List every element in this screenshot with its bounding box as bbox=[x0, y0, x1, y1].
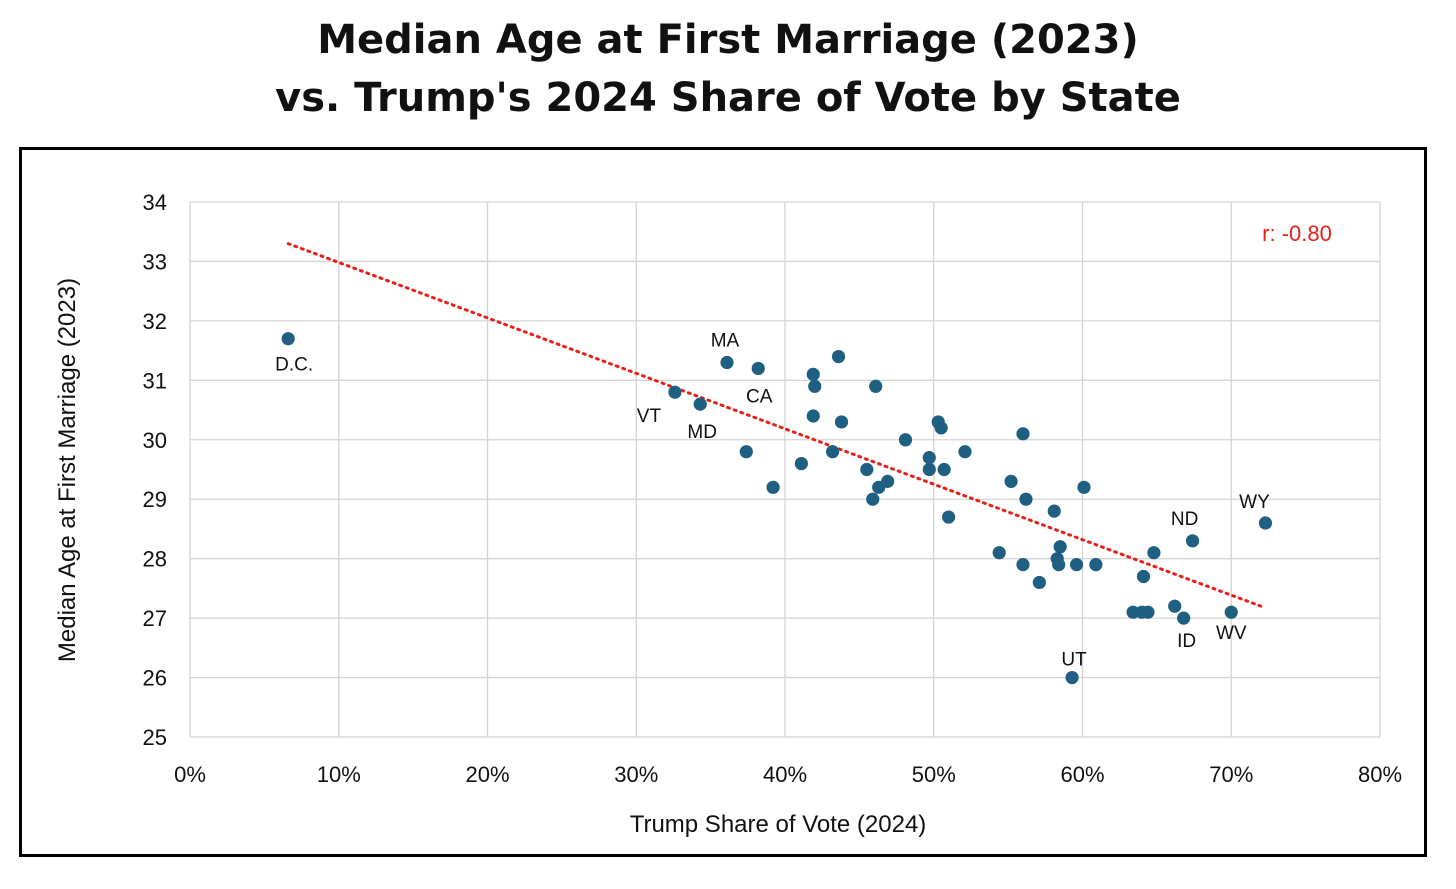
chart-title-line-1: Median Age at First Marriage (2023) bbox=[317, 17, 1139, 63]
data-point bbox=[922, 462, 936, 477]
data-point bbox=[1016, 427, 1030, 441]
data-point bbox=[668, 385, 682, 399]
point-label: ID bbox=[1177, 631, 1196, 652]
data-point bbox=[1053, 540, 1067, 554]
y-tick-label: 29 bbox=[143, 487, 167, 512]
data-point bbox=[1032, 575, 1046, 590]
correlation-label: r: -0.80 bbox=[1262, 221, 1332, 246]
x-tick-label: 30% bbox=[614, 762, 658, 787]
data-point bbox=[826, 445, 840, 459]
point-label: MA bbox=[711, 331, 740, 352]
data-point bbox=[1147, 546, 1161, 560]
data-point bbox=[1069, 558, 1084, 572]
data-point bbox=[992, 546, 1006, 560]
data-point bbox=[794, 456, 808, 471]
data-point bbox=[1089, 558, 1103, 572]
data-point bbox=[808, 379, 822, 393]
data-point bbox=[806, 367, 820, 381]
data-point bbox=[881, 474, 895, 488]
data-point bbox=[834, 415, 849, 429]
data-point bbox=[720, 355, 734, 370]
y-tick-label: 27 bbox=[143, 606, 167, 631]
y-tick-label: 28 bbox=[143, 547, 167, 572]
y-axis-label: Median Age at First Marriage (2023) bbox=[54, 278, 81, 662]
data-point bbox=[1224, 605, 1238, 619]
data-point bbox=[1016, 558, 1030, 572]
y-axis-ticks: 25 26 27 28 29 30 31 32 33 34 bbox=[143, 190, 167, 750]
data-point bbox=[1077, 480, 1091, 494]
y-tick-label: 26 bbox=[143, 666, 167, 691]
data-point bbox=[1185, 534, 1200, 548]
data-points bbox=[281, 332, 1273, 685]
x-tick-label: 50% bbox=[912, 762, 956, 787]
x-tick-label: 60% bbox=[1060, 762, 1104, 787]
data-point bbox=[1168, 599, 1182, 613]
point-label: ND bbox=[1171, 509, 1198, 530]
x-tick-label: 20% bbox=[465, 762, 509, 787]
data-point bbox=[1052, 558, 1066, 572]
point-label: CA bbox=[746, 386, 773, 407]
trendline bbox=[286, 242, 1263, 608]
data-point bbox=[1047, 504, 1061, 518]
y-tick-label: 32 bbox=[143, 309, 167, 334]
y-tick-label: 33 bbox=[143, 249, 167, 274]
data-point bbox=[942, 510, 956, 524]
data-point bbox=[1177, 611, 1191, 625]
x-axis-label: Trump Share of Vote (2024) bbox=[630, 811, 927, 838]
trendline-group bbox=[286, 242, 1263, 608]
data-point bbox=[281, 332, 295, 346]
data-point bbox=[806, 409, 820, 423]
point-label: UT bbox=[1061, 650, 1087, 671]
data-point bbox=[898, 433, 913, 447]
y-tick-label: 34 bbox=[143, 190, 167, 215]
data-point bbox=[866, 492, 880, 506]
data-point bbox=[1004, 474, 1018, 488]
point-label: VT bbox=[637, 406, 662, 427]
y-tick-label: 31 bbox=[143, 368, 167, 393]
y-tick-label: 25 bbox=[143, 725, 167, 750]
point-label: D.C. bbox=[275, 355, 313, 376]
data-point bbox=[1258, 516, 1273, 530]
point-label: WV bbox=[1216, 623, 1247, 644]
point-label: WY bbox=[1239, 492, 1270, 513]
data-point bbox=[922, 451, 936, 465]
data-point bbox=[1136, 569, 1151, 584]
data-point bbox=[766, 480, 780, 494]
y-tick-label: 30 bbox=[143, 428, 167, 453]
data-point bbox=[934, 421, 948, 435]
data-point bbox=[693, 397, 707, 411]
data-point bbox=[739, 445, 753, 459]
chart-frame bbox=[19, 147, 1427, 857]
data-point bbox=[751, 361, 765, 376]
x-axis-ticks: 0% 10% 20% 30% 40% 50% 60% 70% 80% bbox=[174, 762, 1402, 787]
x-tick-label: 80% bbox=[1358, 762, 1402, 787]
x-tick-label: 70% bbox=[1209, 762, 1253, 787]
data-point bbox=[1141, 605, 1155, 619]
data-point bbox=[1019, 492, 1033, 506]
data-point bbox=[958, 445, 972, 459]
data-point bbox=[1065, 670, 1079, 685]
x-tick-label: 0% bbox=[174, 762, 206, 787]
point-label: MD bbox=[687, 422, 717, 443]
data-point bbox=[869, 379, 883, 393]
point-labels: D.C. VT MD MA CA UT ID ND WV WY bbox=[275, 331, 1270, 671]
data-point bbox=[937, 462, 951, 477]
data-point bbox=[860, 462, 874, 477]
chart-title-line-2: vs. Trump's 2024 Share of Vote by State bbox=[275, 75, 1181, 121]
data-point bbox=[831, 349, 846, 364]
x-tick-label: 40% bbox=[763, 762, 807, 787]
x-tick-label: 10% bbox=[317, 762, 361, 787]
grid-lines bbox=[189, 201, 1381, 738]
